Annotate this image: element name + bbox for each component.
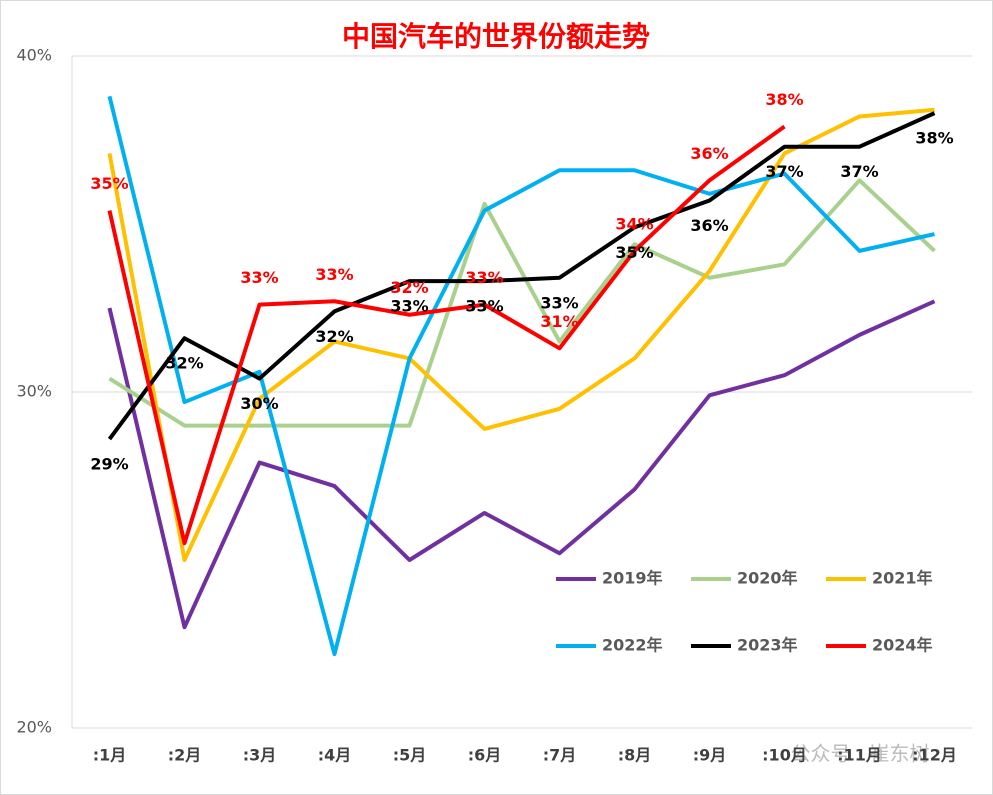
data-label: 34% [615,214,653,233]
legend-label: 2024年 [872,636,933,655]
data-label: 32% [315,327,353,346]
legend-label: 2021年 [872,569,933,588]
x-tick-label: :8月 [618,746,652,765]
y-tick-label: 30% [16,382,52,401]
series-line [107,124,786,546]
x-tick-label: :11月 [837,746,882,765]
data-label: 30% [240,394,278,413]
legend-label: 2023年 [737,636,798,655]
data-label: 33% [465,297,503,316]
legend-label: 2022年 [602,636,663,655]
data-label: 33% [465,268,503,287]
series-line [107,95,935,657]
data-label: 36% [690,144,728,163]
x-tick-label: :7月 [543,746,577,765]
x-tick-label: :2月 [168,746,202,765]
x-tick-label: :5月 [393,746,427,765]
data-label: 38% [915,129,953,148]
data-label: 36% [690,216,728,235]
data-label: 37% [765,162,803,181]
data-label: 33% [540,293,578,312]
y-tick-label: 40% [16,46,52,65]
data-label: 33% [390,297,428,316]
data-label: 32% [390,278,428,297]
legend-label: 2020年 [737,569,798,588]
x-tick-label: :10月 [762,746,807,765]
x-tick-label: :6月 [468,746,502,765]
x-tick-label: :4月 [318,746,352,765]
data-label: 37% [840,162,878,181]
x-tick-label: :3月 [243,746,277,765]
series-line [107,299,936,630]
y-tick-label: 20% [16,718,52,737]
series-line [107,111,936,441]
data-label: 38% [765,90,803,109]
legend-label: 2019年 [602,569,663,588]
data-label: 33% [240,268,278,287]
data-label: 35% [90,174,128,193]
x-tick-label: :9月 [693,746,727,765]
data-label: 35% [615,243,653,262]
data-label: 31% [540,312,578,331]
data-label: 33% [315,265,353,284]
data-label: 29% [90,455,128,474]
chart-title: 中国汽车的世界份额走势 [342,20,650,53]
watermark: 公众号 · 崔东树 [790,742,929,766]
x-tick-label: :1月 [93,746,127,765]
x-tick-label: :12月 [912,746,957,765]
data-label: 32% [165,354,203,373]
